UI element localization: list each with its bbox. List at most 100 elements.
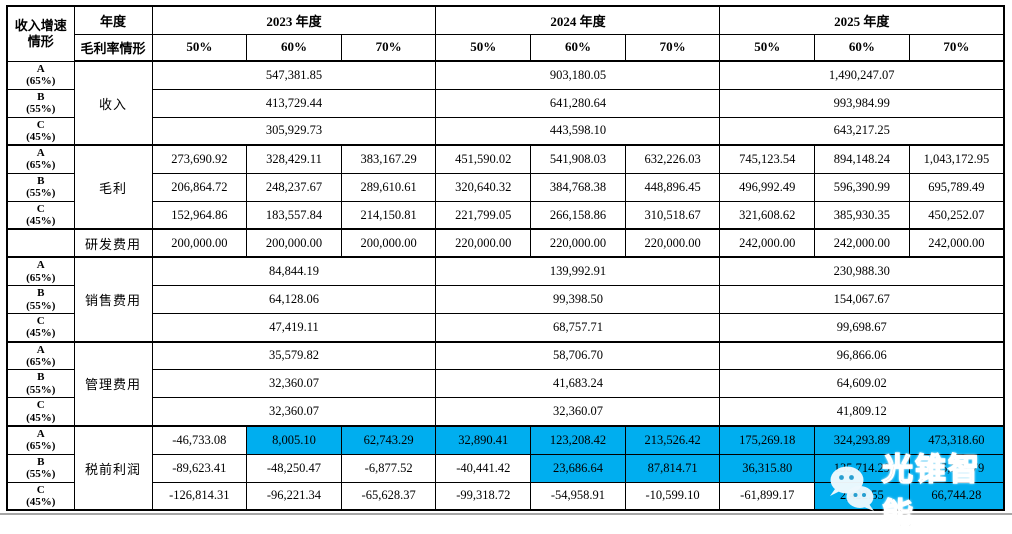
scenario-label: A (65%) — [6, 340, 75, 371]
cell: -10,599.10 — [624, 481, 721, 511]
category-label-rd-expense: 研发费用 — [73, 228, 153, 258]
cell: 230,988.30 — [719, 256, 1005, 287]
cell: 903,180.05 — [435, 60, 721, 90]
cell: 68,757.71 — [435, 312, 721, 343]
cell: 450,252.07 — [908, 200, 1005, 230]
scenario-rate: (65%) — [26, 440, 56, 453]
cell: 152,964.86 — [151, 200, 248, 230]
scenario-rate: (65%) — [26, 355, 56, 368]
year-header-2025: 2025 年度 — [719, 5, 1005, 35]
scenario-code: B — [37, 90, 45, 103]
scenario-rate: (45%) — [26, 130, 56, 143]
scenario-code: A — [36, 343, 45, 356]
cell: -99,318.72 — [435, 481, 532, 511]
scenario-label: C (45%) — [6, 481, 75, 511]
scenario-label: B (55%) — [6, 369, 75, 399]
cell: 266,158.86 — [530, 200, 626, 230]
scenario-label: B (55%) — [6, 172, 75, 202]
margin-col-header: 50% — [435, 33, 532, 62]
table-row: B (55%) -89,623.41 -48,250.47 -6,877.52 … — [6, 453, 1005, 483]
cell: 41,809.12 — [719, 397, 1005, 427]
table-row: C (45%) 47,419.11 68,757.71 99,698.67 — [6, 312, 1005, 343]
table-row: A (65%) 销售费用 84,844.19 139,992.91 230,98… — [6, 256, 1005, 343]
category-label-gross-profit: 毛利 — [73, 144, 153, 230]
scenario-label: A (65%) — [6, 424, 75, 455]
corner-revenue-growth-header: 收入增速 情形 — [6, 5, 75, 62]
cell: 1,490,247.07 — [719, 60, 1005, 90]
table-row: C (45%) 305,929.73 443,598.10 643,217.25 — [6, 116, 1005, 146]
scenario-label: A (65%) — [6, 144, 75, 174]
cell-highlighted: 2,422.55 — [814, 481, 910, 511]
table-row: B (55%) 206,864.72 248,237.67 289,610.61… — [6, 172, 1005, 202]
cell-highlighted: 36,315.80 — [719, 453, 816, 483]
cell: 273,690.92 — [151, 144, 248, 174]
scenario-rate: (65%) — [26, 159, 56, 172]
cell: 32,360.07 — [151, 369, 437, 399]
margin-col-header: 70% — [908, 33, 1005, 62]
sensitivity-analysis-table: 收入增速 情形 年度 2023 年度 2024 年度 2025 年度 毛利率情形… — [6, 5, 1005, 512]
scenario-label: B (55%) — [6, 285, 75, 314]
cell: 641,280.64 — [435, 88, 721, 118]
scenario-code: B — [37, 371, 45, 384]
cell: 64,128.06 — [151, 285, 437, 314]
cell: 242,000.00 — [908, 228, 1005, 258]
table-row: B (55%) 413,729.44 641,280.64 993,984.99 — [6, 88, 1005, 118]
scenario-label: C (45%) — [6, 397, 75, 427]
cell: 894,148.24 — [814, 144, 910, 174]
cell: 206,864.72 — [151, 172, 248, 202]
cell: 221,799.05 — [435, 200, 532, 230]
cell: 328,429.11 — [246, 144, 342, 174]
cell: 32,360.07 — [435, 397, 721, 427]
scenario-rate: (45%) — [26, 327, 56, 340]
cell-highlighted: 32,890.41 — [435, 424, 532, 455]
cell: 200,000.00 — [340, 228, 437, 258]
scenario-code: C — [36, 399, 45, 412]
cell: 289,610.61 — [340, 172, 437, 202]
cell: 413,729.44 — [151, 88, 437, 118]
cell: 84,844.19 — [151, 256, 437, 287]
cell: 35,579.82 — [151, 340, 437, 371]
cell: 541,908.03 — [530, 144, 626, 174]
scenario-label: C (45%) — [6, 200, 75, 230]
category-label-admin-expense: 管理费用 — [73, 340, 153, 427]
scenario-code: C — [36, 118, 45, 131]
scenario-rate: (45%) — [26, 411, 56, 424]
cell: 745,123.54 — [719, 144, 816, 174]
cell: 451,590.02 — [435, 144, 532, 174]
table-row: A (65%) 收入 547,381.85 903,180.05 1,490,2… — [6, 60, 1005, 146]
cell-highlighted: 175,269.18 — [719, 424, 816, 455]
cell: -61,899.17 — [719, 481, 816, 511]
category-label-selling-expense: 销售费用 — [73, 256, 153, 343]
cell: 96,866.06 — [719, 340, 1005, 371]
header-row-margins: 毛利率情形 50% 60% 70% 50% 60% 70% 50% 60% 70… — [7, 33, 1005, 62]
cell: 547,381.85 — [151, 60, 437, 90]
cell-highlighted: 66,744.28 — [908, 481, 1005, 511]
cell: 385,930.35 — [814, 200, 910, 230]
cell: 242,000.00 — [719, 228, 816, 258]
corner-line2: 情形 — [27, 33, 54, 49]
margin-col-header: 50% — [151, 33, 248, 62]
cell: -40,441.42 — [435, 453, 532, 483]
scenario-code: A — [36, 259, 45, 272]
cell: 64,609.02 — [719, 369, 1005, 399]
cell: -48,250.47 — [246, 453, 342, 483]
year-header-2024: 2024 年度 — [435, 5, 721, 35]
scenario-code: A — [36, 62, 45, 75]
scenario-rate: (55%) — [26, 103, 56, 115]
cell: -6,877.52 — [340, 453, 437, 483]
cell: -65,628.37 — [340, 481, 437, 511]
margin-col-header: 70% — [624, 33, 721, 62]
scenario-rate: (55%) — [26, 187, 56, 200]
margin-col-header: 60% — [530, 33, 626, 62]
scenario-rate: (65%) — [26, 75, 56, 87]
cell: 99,398.50 — [435, 285, 721, 314]
scenario-code: A — [36, 147, 45, 160]
cell: 1,043,172.95 — [908, 144, 1005, 174]
cell-highlighted: 8,005.10 — [246, 424, 342, 455]
cell: 220,000.00 — [530, 228, 626, 258]
cell: 321,608.62 — [719, 200, 816, 230]
scenario-label: C (45%) — [6, 312, 75, 343]
cell: 305,929.73 — [151, 116, 437, 146]
margin-col-header: 60% — [246, 33, 342, 62]
cell: 242,000.00 — [814, 228, 910, 258]
